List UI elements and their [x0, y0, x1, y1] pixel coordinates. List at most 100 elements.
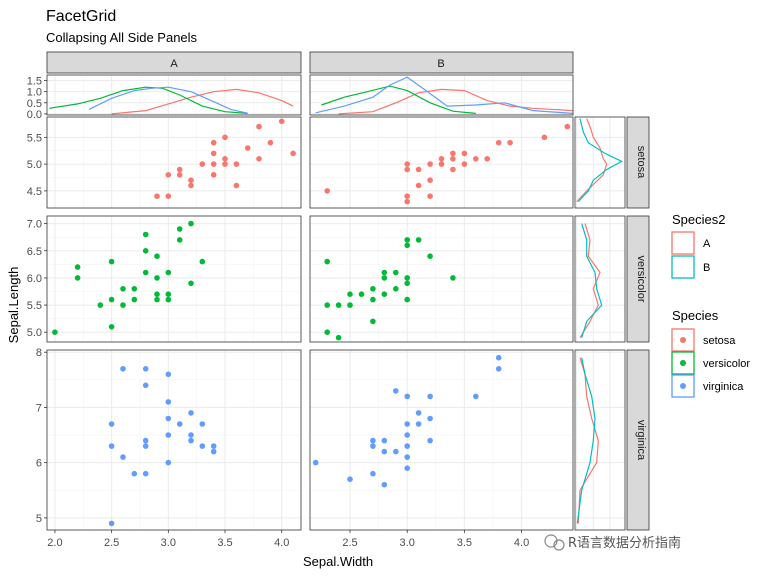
- strip-label-setosa: setosa: [635, 146, 647, 179]
- legend-species2-title: Species2: [672, 212, 725, 227]
- scatter-point-virginica: [495, 354, 502, 361]
- scatter-point-versicolor: [108, 258, 115, 265]
- scatter-point-virginica: [120, 454, 126, 460]
- legend-label-b: B: [703, 262, 710, 274]
- watermark-text: R语言数据分析指南: [568, 535, 681, 551]
- scatter-point-setosa: [450, 150, 456, 157]
- top-density-y-tick-label: 1.5: [27, 76, 42, 88]
- scatter-point-versicolor: [154, 296, 160, 303]
- scatter-point-setosa: [415, 182, 422, 189]
- legend-key-a: [671, 231, 695, 255]
- scatter-point-versicolor: [120, 286, 126, 292]
- side-density-panel-bg-versicolor: [575, 216, 625, 342]
- side-density-line-B: [581, 223, 603, 338]
- chart-subtitle: Collapsing All Side Panels: [46, 30, 198, 45]
- scatter-point-versicolor: [74, 264, 81, 270]
- scatter-point-versicolor: [131, 296, 138, 303]
- scatter-point-versicolor: [427, 253, 433, 259]
- scatter-point-setosa: [267, 139, 274, 146]
- scatter-point-virginica: [131, 470, 138, 477]
- scatter-point-virginica: [165, 415, 172, 422]
- side-density-line-A: [579, 223, 601, 339]
- scatter-point-setosa: [564, 123, 571, 130]
- strip-row-versicolor: [626, 215, 650, 343]
- y-axis-tick-label: 5: [36, 513, 42, 525]
- scatter-point-virginica: [427, 437, 433, 444]
- scatter-point-versicolor: [381, 275, 388, 281]
- scatter-point-virginica: [381, 481, 388, 488]
- scatter-point-setosa: [199, 161, 206, 167]
- scatter-point-virginica: [404, 393, 411, 400]
- scatter-point-virginica: [210, 448, 217, 455]
- scatter-point-versicolor: [199, 258, 206, 265]
- scatter-panel-bg-virginica-1: [310, 350, 573, 530]
- scatter-point-virginica: [142, 366, 149, 372]
- y-axis-tick-label: 6.0: [27, 273, 42, 285]
- scatter-point-setosa: [404, 166, 411, 173]
- scatter-point-versicolor: [404, 280, 411, 287]
- scatter-point-setosa: [438, 156, 445, 162]
- scatter-point-setosa: [278, 118, 285, 125]
- scatter-point-versicolor: [370, 318, 376, 325]
- scatter-point-virginica: [120, 366, 126, 372]
- scatter-panel-border-versicolor-0: [46, 215, 302, 343]
- watermark-logo-icon-secondary: [553, 539, 565, 551]
- scatter-point-setosa: [427, 193, 433, 199]
- strip-row-virginica: [626, 349, 650, 531]
- scatter-panel-bg-virginica-0: [47, 350, 301, 530]
- top-density-panel-bg-0: [47, 75, 301, 115]
- top-density-y-tick-label: 1.0: [27, 87, 42, 99]
- x-axis-tick-label: 2.5: [104, 537, 119, 549]
- scatter-point-versicolor: [154, 275, 160, 281]
- scatter-point-virginica: [370, 470, 376, 477]
- scatter-point-versicolor: [335, 334, 342, 341]
- scatter-panel-border-virginica-1: [309, 349, 574, 531]
- top-density-line-setosa: [111, 88, 294, 115]
- top-density-y-tick-label: 0.0: [27, 109, 42, 121]
- scatter-point-setosa: [256, 123, 262, 130]
- scatter-point-virginica: [165, 459, 172, 466]
- scatter-point-virginica: [108, 443, 115, 449]
- y-axis-tick-label: 7: [36, 402, 42, 414]
- scatter-point-virginica: [312, 459, 319, 466]
- scatter-panel-bg-setosa-0: [47, 117, 301, 208]
- scatter-point-virginica: [108, 421, 115, 427]
- scatter-point-setosa: [427, 177, 433, 183]
- chart-title: FacetGrid: [46, 8, 116, 25]
- facet-panels: 0.00.51.01.5 4.5 5.0 5.5 5.0 5.5 6.0 6.5 7.0 5 6 7 8…: [27, 74, 626, 549]
- scatter-point-setosa: [222, 161, 228, 167]
- scatter-point-versicolor: [176, 226, 183, 232]
- x-axis-label: Sepal.Width: [303, 554, 373, 569]
- scatter-point-versicolor: [154, 253, 160, 259]
- scatter-point-virginica: [404, 465, 411, 472]
- scatter-point-setosa: [233, 182, 240, 189]
- scatter-point-versicolor: [381, 291, 388, 298]
- scatter-point-versicolor: [108, 296, 115, 303]
- scatter-point-setosa: [165, 172, 172, 178]
- x-axis-tick-label: 4.0: [514, 537, 529, 549]
- scatter-point-setosa: [438, 161, 445, 167]
- scatter-point-versicolor: [347, 291, 353, 298]
- scatter-point-virginica: [142, 470, 149, 477]
- scatter-point-setosa: [427, 161, 433, 167]
- x-axis-tick-label: 3.5: [217, 537, 232, 549]
- y-axis-tick-label: 5.0: [27, 159, 42, 171]
- strip-row-setosa: [626, 116, 650, 209]
- top-density-y-tick-label: 0.5: [27, 98, 42, 110]
- scatter-point-versicolor: [335, 302, 342, 308]
- scatter-point-virginica: [165, 432, 172, 438]
- scatter-point-versicolor: [324, 258, 331, 265]
- scatter-point-virginica: [404, 443, 411, 449]
- scatter-point-virginica: [165, 371, 172, 378]
- scatter-point-setosa: [495, 139, 502, 146]
- scatter-panel-bg-versicolor-1: [310, 216, 573, 342]
- y-axis-tick-label: 8: [36, 347, 42, 359]
- scatter-point-versicolor: [74, 275, 81, 281]
- scatter-point-setosa: [461, 150, 468, 157]
- legend-species2: Species2 A B: [671, 212, 725, 279]
- scatter-point-virginica: [370, 437, 376, 444]
- scatter-point-setosa: [404, 193, 411, 199]
- scatter-point-versicolor: [404, 296, 411, 303]
- scatter-point-virginica: [199, 421, 206, 427]
